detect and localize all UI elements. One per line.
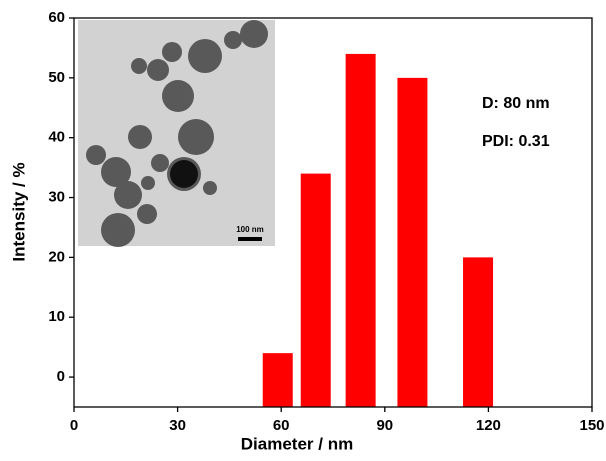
y-tick-label: 0 bbox=[57, 368, 65, 385]
x-tick-label: 150 bbox=[579, 417, 604, 434]
y-tick-label: 60 bbox=[48, 9, 65, 26]
bar bbox=[463, 257, 494, 407]
bar bbox=[262, 353, 293, 407]
scale-bar-label: 100 nm bbox=[236, 225, 264, 234]
x-axis-label: Diameter / nm bbox=[241, 434, 353, 453]
y-tick-label: 50 bbox=[48, 69, 65, 86]
y-tick-label: 10 bbox=[48, 308, 65, 325]
annotation: D: 80 nm bbox=[482, 95, 550, 112]
annotation: PDI: 0.31 bbox=[482, 133, 550, 150]
bar bbox=[300, 173, 331, 407]
plot-frame bbox=[73, 17, 593, 408]
y-axis-label: Intensity / % bbox=[9, 162, 28, 261]
inset-image bbox=[78, 20, 275, 247]
y-tick-label: 20 bbox=[48, 248, 65, 265]
x-tick-label: 90 bbox=[376, 417, 393, 434]
bar bbox=[397, 77, 428, 407]
y-tick-label: 40 bbox=[48, 129, 65, 146]
y-tick-label: 30 bbox=[48, 189, 65, 206]
x-tick-label: 120 bbox=[476, 417, 501, 434]
x-tick-label: 30 bbox=[169, 417, 186, 434]
bar bbox=[345, 53, 376, 408]
x-tick-label: 0 bbox=[70, 417, 78, 434]
x-tick-label: 60 bbox=[273, 417, 290, 434]
